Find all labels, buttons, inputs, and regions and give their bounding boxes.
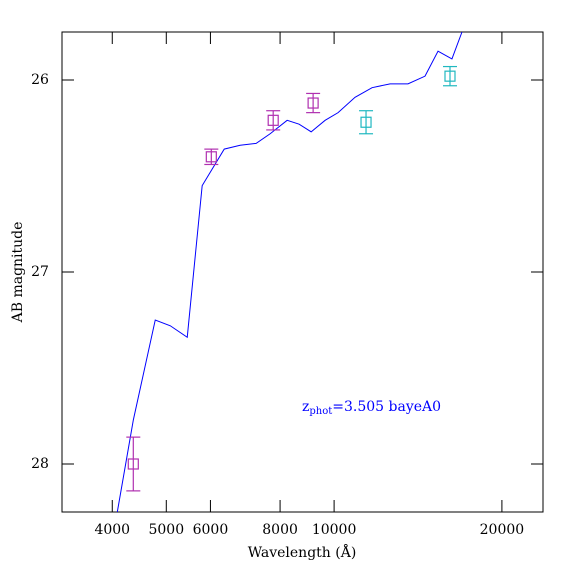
x-tick-label: 10000 xyxy=(312,522,357,538)
data-point xyxy=(266,110,281,131)
y-tick-label: 28 xyxy=(31,456,49,472)
plot-area xyxy=(116,32,463,512)
x-tick-label: 4000 xyxy=(94,522,130,538)
annotation: zphot=3.505 bayeA0 xyxy=(302,399,441,417)
x-tick-label: 5000 xyxy=(148,522,184,538)
annotation-rest: =3.505 bayeA0 xyxy=(332,399,441,415)
point-marker xyxy=(444,70,456,82)
data-point xyxy=(126,436,141,492)
point-marker xyxy=(127,458,139,470)
y-tick-label: 27 xyxy=(31,264,49,280)
annotation-z: z xyxy=(302,399,309,415)
x-tick-label: 6000 xyxy=(193,522,229,538)
plot-frame xyxy=(61,31,544,513)
y-tick-label: 26 xyxy=(31,72,49,88)
y-axis-label: AB magnitude xyxy=(10,222,26,324)
data-point xyxy=(442,65,457,87)
model-line xyxy=(116,32,463,512)
data-point xyxy=(204,148,219,166)
point-marker xyxy=(205,151,217,163)
x-tick-label: 20000 xyxy=(480,522,525,538)
point-marker xyxy=(267,114,279,126)
x-axis-label: Wavelength (Å) xyxy=(248,543,357,561)
point-marker xyxy=(307,97,319,109)
data-point xyxy=(306,92,321,114)
point-marker xyxy=(360,116,372,128)
annotation-sub: phot xyxy=(309,406,332,417)
data-point xyxy=(359,110,374,135)
x-tick-label: 8000 xyxy=(262,522,298,538)
